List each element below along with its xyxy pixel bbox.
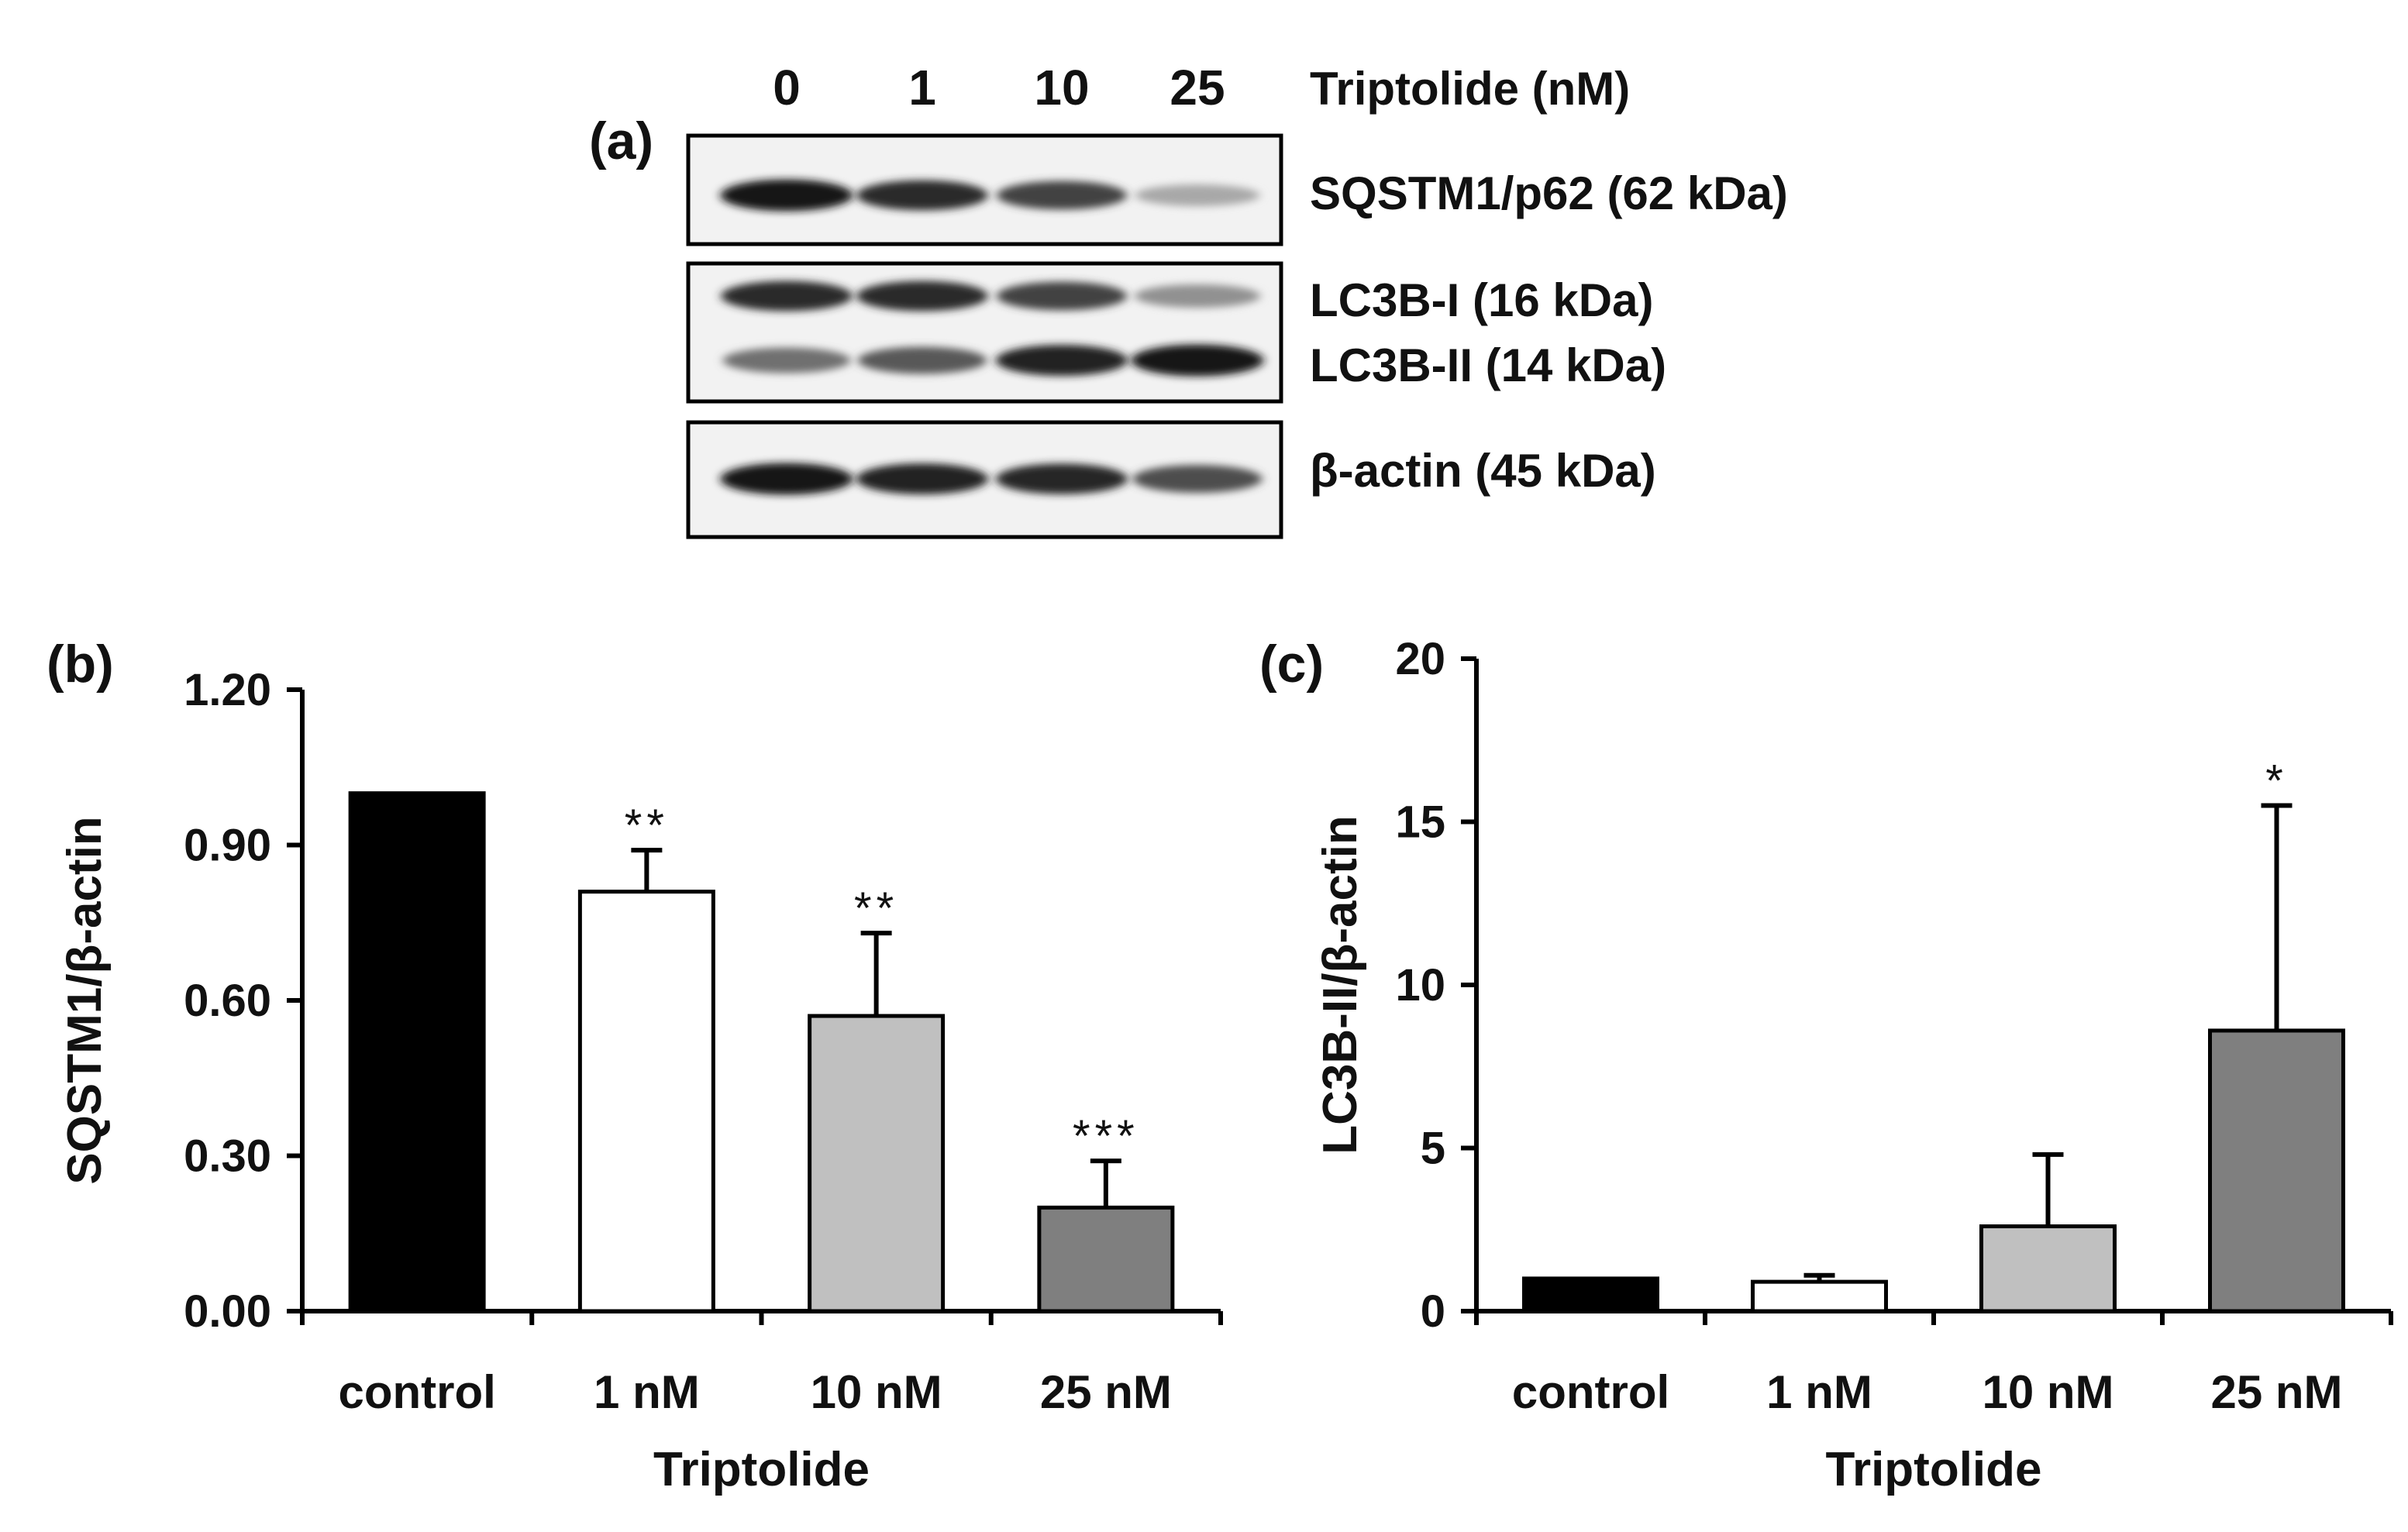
y-tick-label: 0.00 xyxy=(184,1286,271,1337)
y-axis-title: LC3B-II/β-actin xyxy=(1314,815,1367,1154)
blot-band xyxy=(856,463,989,494)
significance-marker: *** xyxy=(1073,1111,1139,1162)
significance-marker: ** xyxy=(625,800,669,851)
bar xyxy=(1037,1205,1175,1313)
x-tick-label: 1 nM xyxy=(594,1366,700,1418)
blot-band xyxy=(995,463,1128,494)
blot: β-actin (45 kDa) xyxy=(686,420,1656,539)
treatment-label: Triptolide (nM) xyxy=(1310,63,1630,115)
y-tick-label: 1.20 xyxy=(184,665,271,715)
x-tick-label: 25 nM xyxy=(1040,1366,1172,1418)
lane-label: 0 xyxy=(773,60,801,115)
bar xyxy=(2208,1028,2345,1313)
y-tick-label: 15 xyxy=(1395,797,1445,848)
y-tick-label: 0.60 xyxy=(184,976,271,1026)
lane-label: 25 xyxy=(1170,60,1225,115)
y-tick-label: 20 xyxy=(1395,634,1445,684)
blot-band xyxy=(1131,344,1264,377)
x-axis-title: Triptolide xyxy=(653,1443,870,1496)
x-tick-label: control xyxy=(1512,1366,1669,1418)
blot-band xyxy=(856,281,988,312)
blot-band xyxy=(1134,284,1261,308)
bar xyxy=(1979,1224,2117,1313)
x-tick-label: control xyxy=(338,1366,495,1418)
lane-label: 10 xyxy=(1034,60,1089,115)
blot-band xyxy=(1135,184,1260,206)
x-tick-label: 1 nM xyxy=(1766,1366,1872,1418)
x-tick-label: 10 nM xyxy=(1982,1366,2113,1418)
blot-label: LC3B-II (14 kDa) xyxy=(1310,339,1666,391)
x-tick-label: 10 nM xyxy=(811,1366,942,1418)
significance-marker: * xyxy=(2265,756,2288,806)
lane-label: 1 xyxy=(908,60,936,115)
x-tick-label: 25 nM xyxy=(2210,1366,2342,1418)
blot-band xyxy=(721,281,853,312)
blot: LC3B-I (16 kDa) LC3B-II (14 kDa) xyxy=(686,261,1666,404)
y-tick-label: 0 xyxy=(1421,1286,1445,1337)
panel-b-letter: (b) xyxy=(47,635,114,694)
blot-label: SQSTM1/p62 (62 kDa) xyxy=(1310,167,1788,219)
y-axis-title: SQSTM1/β-actin xyxy=(58,816,112,1184)
y-tick-label: 10 xyxy=(1395,960,1445,1010)
blot-band xyxy=(997,181,1127,210)
chart-b: (b) 0.00 0.30 0.60 0.90 1.20 control ** 1 nM ** 1… xyxy=(47,635,1223,1496)
blot-band xyxy=(722,347,851,374)
bar xyxy=(1751,1279,1888,1313)
bar xyxy=(808,1014,946,1313)
blot-band xyxy=(720,179,853,212)
blot-label: LC3B-I (16 kDa) xyxy=(1310,274,1653,326)
panel-a-letter: (a) xyxy=(589,112,653,170)
panel-c-letter: (c) xyxy=(1259,635,1324,694)
y-tick-label: 0.30 xyxy=(184,1131,271,1182)
blot-band xyxy=(1132,465,1263,493)
chart-c: (c) 0 5 10 15 20 control 1 nM 10 nM * 25 nM Tripto… xyxy=(1259,634,2393,1496)
bar xyxy=(577,890,715,1313)
blot-band xyxy=(997,281,1127,311)
blot-band xyxy=(857,346,987,374)
blot-band xyxy=(995,345,1128,376)
x-axis-title: Triptolide xyxy=(1826,1443,2042,1496)
blot-band xyxy=(720,463,853,495)
bar xyxy=(1522,1276,1659,1313)
blot-band xyxy=(856,180,988,211)
blot: SQSTM1/p62 (62 kDa) xyxy=(686,133,1788,246)
y-tick-label: 0.90 xyxy=(184,821,271,871)
western-blot-panel: (a) 0 1 10 25 Triptolide (nM) SQSTM1/p62 (6… xyxy=(589,60,1788,539)
significance-marker: ** xyxy=(854,883,898,934)
blot-label: β-actin (45 kDa) xyxy=(1310,445,1656,497)
y-tick-label: 5 xyxy=(1421,1124,1445,1174)
bar xyxy=(348,791,486,1313)
